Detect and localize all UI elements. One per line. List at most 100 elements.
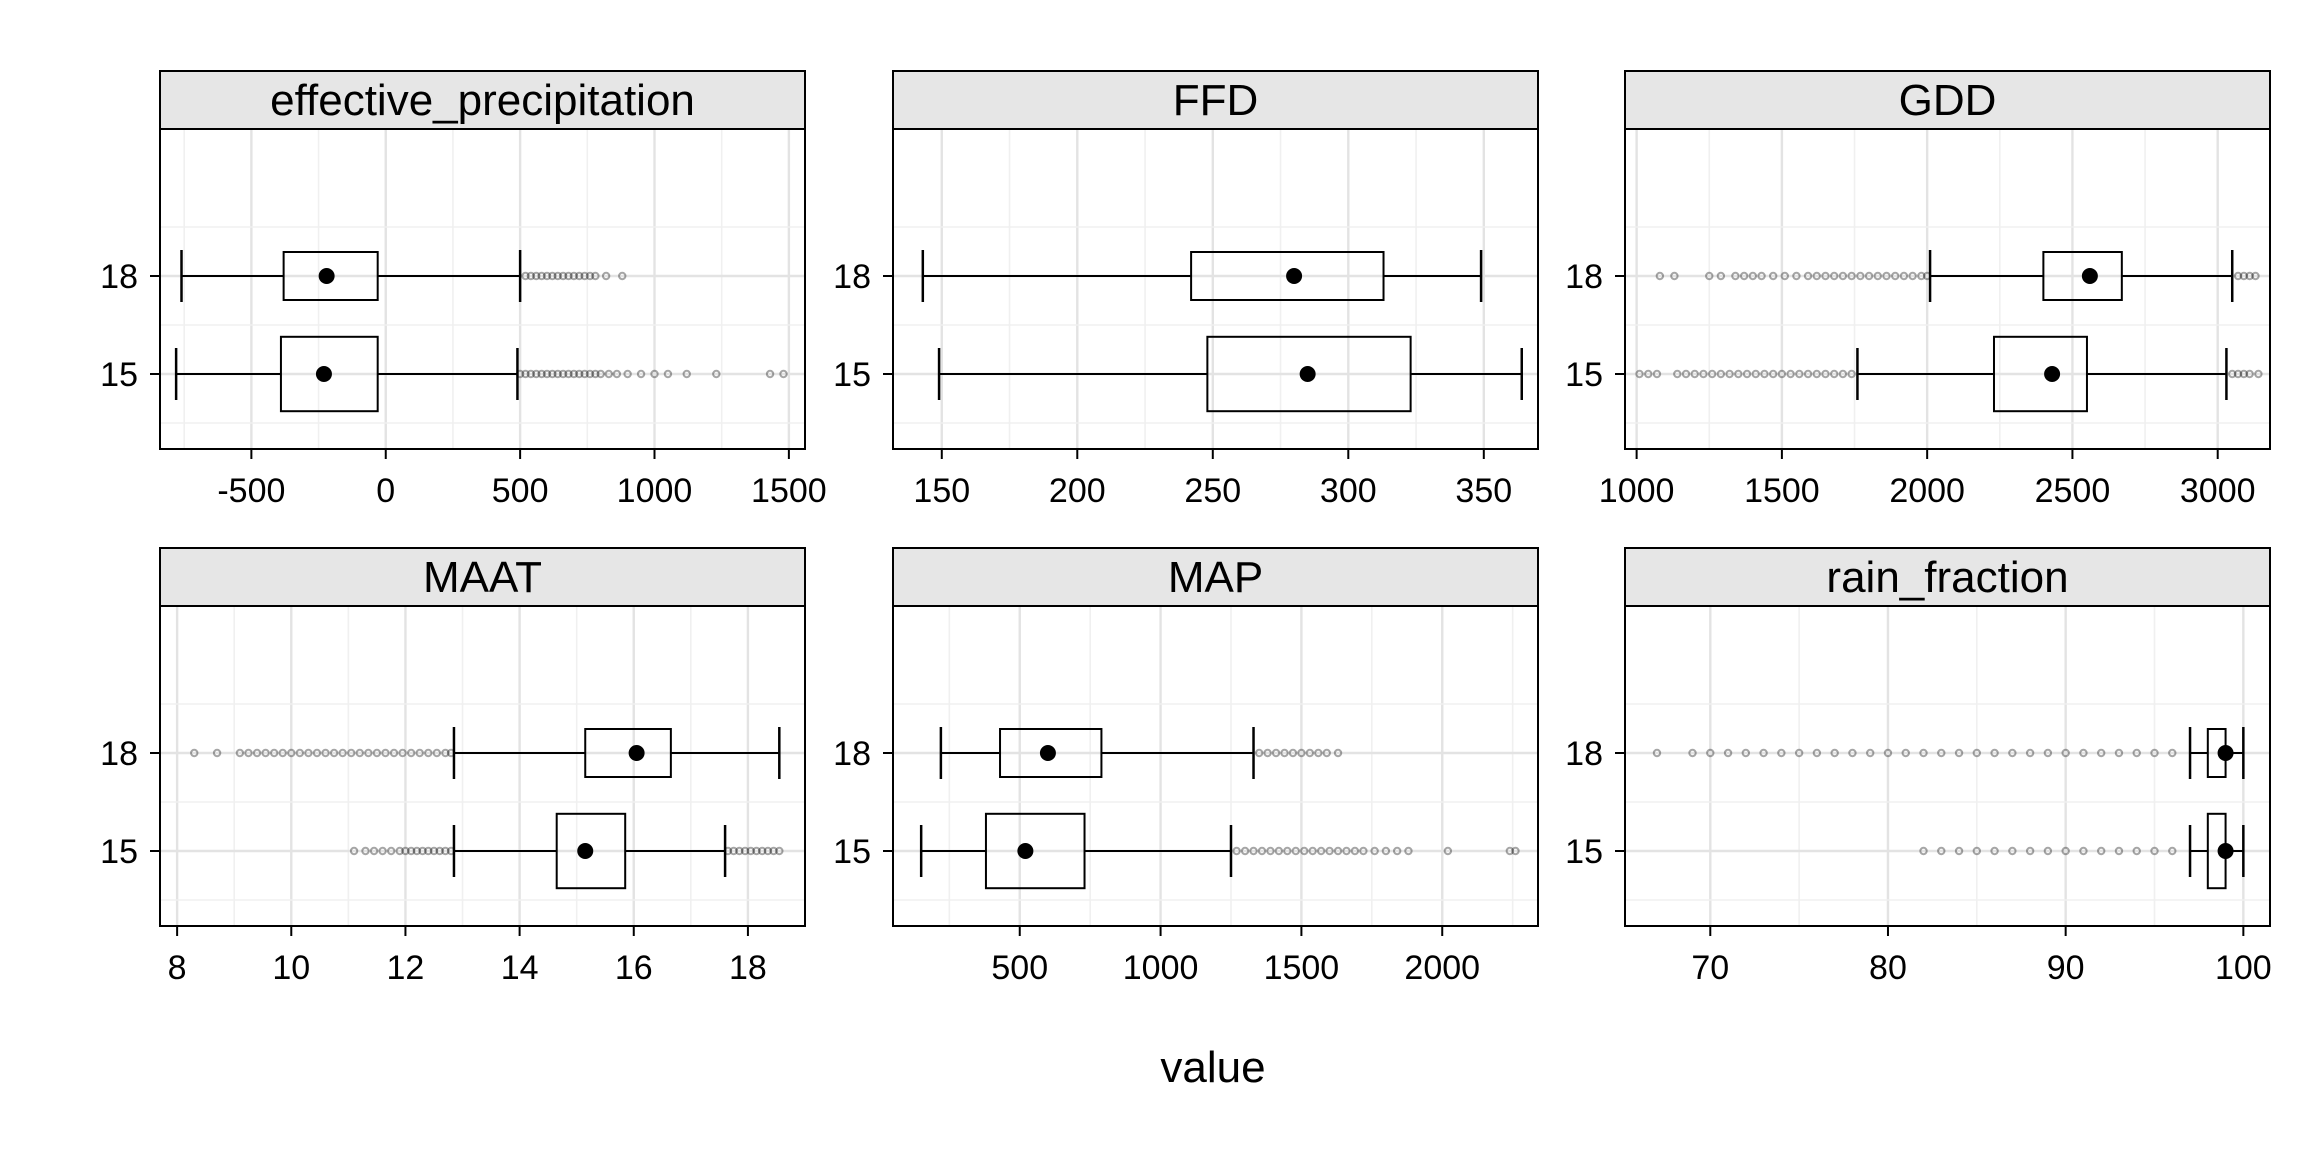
box-15: [1635, 335, 2263, 413]
outlier-point: [1847, 369, 1856, 379]
outlier-point: [1864, 271, 1874, 281]
box-15: [937, 335, 1523, 413]
outlier-point: [1954, 748, 1964, 758]
outlier-point: [1792, 271, 1801, 281]
outlier-point: [682, 369, 691, 379]
outlier-point: [1751, 369, 1760, 379]
iqr-box: [1190, 251, 1385, 301]
median-dot: [1299, 366, 1316, 382]
outlier-point: [435, 846, 444, 856]
outlier-point: [1873, 271, 1882, 281]
outlier-point: [553, 369, 562, 379]
panel-border: [1624, 128, 2271, 450]
outlier-point: [1404, 846, 1413, 856]
median-dot: [2081, 268, 2098, 284]
outlier-point: [1838, 271, 1848, 281]
outlier-point: [1263, 748, 1272, 758]
outlier-point: [1291, 846, 1300, 856]
outlier-point: [663, 369, 673, 379]
outlier-point: [2132, 748, 2141, 758]
outlier-point: [612, 369, 622, 379]
x-tick-label: 1000: [1599, 472, 1675, 510]
outlier-point: [418, 846, 427, 856]
outlier-point: [1757, 271, 1766, 281]
outlier-point: [1972, 748, 1982, 758]
outlier-point: [1699, 369, 1708, 379]
median-dot: [577, 843, 594, 859]
outlier-point: [521, 271, 530, 281]
outlier-point: [1673, 369, 1682, 379]
outlier-point: [1812, 748, 1822, 758]
iqr-box: [555, 812, 627, 890]
box-15: [1919, 812, 2245, 890]
outlier-point: [618, 271, 627, 281]
median-dot: [628, 745, 645, 761]
y-tick-label: 15: [100, 833, 138, 871]
x-tick-label: 500: [991, 949, 1048, 987]
panel-border: [892, 128, 1539, 450]
outlier-point: [604, 369, 614, 379]
outlier-point: [386, 846, 396, 856]
strip-background: [1624, 70, 2271, 130]
outlier-point: [1908, 271, 1917, 281]
outlier-point: [395, 846, 404, 856]
outlier-point: [1777, 369, 1787, 379]
outlier-point: [1308, 846, 1317, 856]
median-dot: [2217, 745, 2234, 761]
outlier-point: [1283, 846, 1292, 856]
outlier-point: [1972, 846, 1982, 856]
median-dot: [2044, 366, 2061, 382]
outlier-point: [1716, 369, 1726, 379]
outlier-point: [1883, 748, 1893, 758]
outlier-point: [1350, 846, 1360, 856]
outlier-point: [2233, 271, 2243, 281]
outlier-point: [542, 271, 552, 281]
outlier-point: [740, 846, 750, 856]
outlier-point: [596, 369, 605, 379]
outlier-point: [1257, 846, 1267, 856]
y-tick-label: 18: [1565, 258, 1603, 296]
outlier-point: [1830, 748, 1839, 758]
outlier-point: [1670, 271, 1679, 281]
outlier-point: [2245, 369, 2254, 379]
outlier-point: [1734, 369, 1743, 379]
box-18: [180, 250, 627, 302]
y-tick-label: 15: [1565, 833, 1603, 871]
outlier-point: [2150, 846, 2159, 856]
iqr-box: [279, 335, 379, 413]
outlier-point: [1768, 369, 1778, 379]
outlier-point: [1297, 748, 1306, 758]
outlier-point: [532, 369, 541, 379]
outlier-point: [1725, 369, 1734, 379]
iqr-box: [1206, 335, 1412, 413]
outlier-point: [2079, 748, 2088, 758]
outlier-point: [1314, 748, 1323, 758]
panel-rain_fraction: rain_fraction 15 18 70 80 90 100: [1565, 547, 2272, 987]
x-tick-label: 250: [1184, 472, 1241, 510]
outlier-point: [2239, 369, 2249, 379]
y-tick-label: 18: [833, 735, 871, 773]
x-tick-label: 90: [2047, 949, 2085, 987]
outlier-point: [415, 748, 424, 758]
outlier-point: [269, 748, 279, 758]
iqr-box: [1992, 335, 2088, 413]
outlier-point: [1723, 748, 1733, 758]
outlier-point: [2239, 271, 2249, 281]
x-tick-label: 200: [1049, 472, 1106, 510]
outlier-point: [1739, 271, 1749, 281]
box-18: [1652, 727, 2245, 779]
outlier-point: [1803, 271, 1813, 281]
x-tick-label: 2000: [1404, 949, 1480, 987]
outlier-point: [244, 748, 253, 758]
y-tick-label: 18: [100, 735, 138, 773]
x-tick-label: 0: [376, 472, 395, 510]
outlier-point: [521, 369, 530, 379]
outlier-point: [372, 748, 382, 758]
x-tick-label: 70: [1691, 949, 1729, 987]
x-tick-label: 12: [387, 949, 425, 987]
outlier-point: [2114, 846, 2124, 856]
outlier-point: [1688, 748, 1697, 758]
panel-MAAT: MAAT 15 18 8 10 12 14 16 18: [100, 547, 806, 987]
outlier-point: [2079, 846, 2088, 856]
outlier-point: [1707, 369, 1717, 379]
